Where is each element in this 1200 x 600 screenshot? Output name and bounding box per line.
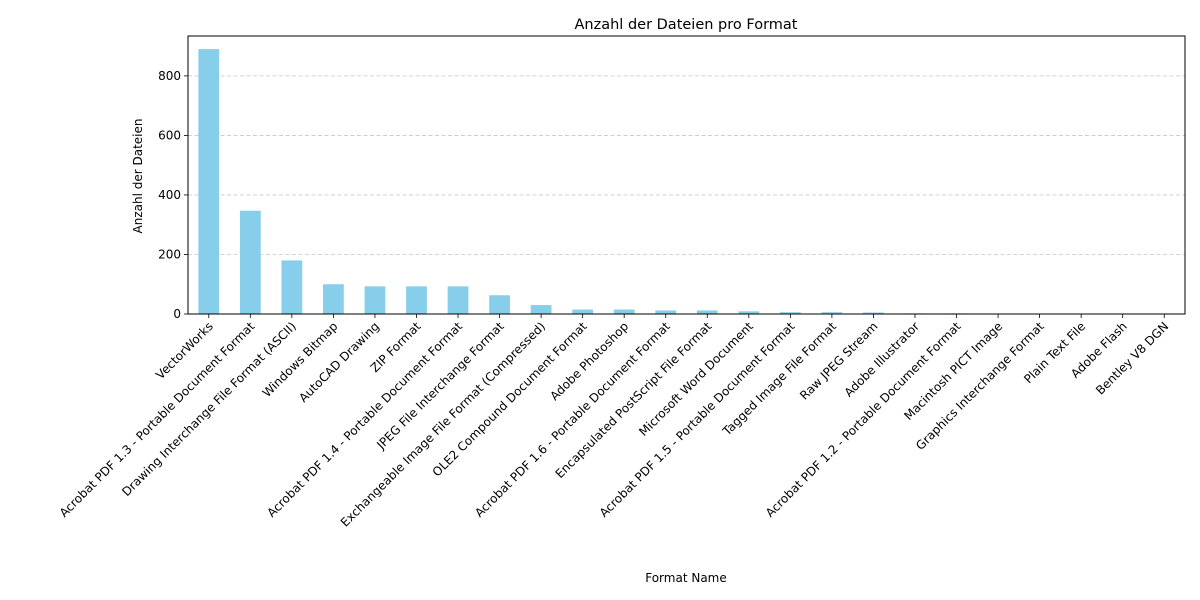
bar	[364, 286, 386, 314]
x-tick-label: Acrobat PDF 1.4 - Portable Document Form…	[264, 319, 465, 520]
y-tick-label: 0	[173, 307, 181, 321]
x-tick-label: Adobe Photoshop	[547, 319, 631, 403]
grid-lines	[188, 75, 1185, 315]
bar	[489, 295, 510, 314]
bar	[613, 309, 635, 314]
x-tick-label: Acrobat PDF 1.6 - Portable Document Form…	[472, 319, 673, 520]
bar	[323, 284, 344, 314]
x-axis-title: Format Name	[645, 571, 727, 585]
y-axis-ticks: 0 200 400 600 800	[158, 69, 188, 321]
bar	[281, 260, 303, 314]
x-tick-label: Drawing Interchange File Format (ASCII)	[119, 319, 299, 499]
x-tick-label: Encapsulated PostScript File Format	[553, 319, 715, 481]
bars	[198, 49, 1175, 314]
x-tick-label: Windows Bitmap	[260, 319, 341, 400]
x-tick-label: Bentley V8 DGN	[1093, 319, 1171, 397]
bar	[406, 286, 427, 314]
bar	[738, 311, 760, 314]
x-tick-label: Acrobat PDF 1.2 - Portable Document Form…	[763, 319, 964, 520]
bar	[655, 310, 677, 314]
x-tick-label: Acrobat PDF 1.3 - Portable Document Form…	[57, 319, 258, 520]
bar	[572, 309, 594, 314]
bar	[779, 312, 801, 314]
bar	[696, 310, 718, 314]
x-tick-label: Adobe Illustrator	[842, 319, 923, 400]
chart-title: Anzahl der Dateien pro Format	[575, 17, 798, 33]
y-axis-title: Anzahl der Dateien	[131, 119, 145, 234]
plot-frame	[187, 35, 1186, 315]
bar	[821, 312, 843, 314]
x-tick-label: OLE2 Compound Document Format	[430, 319, 590, 479]
bar	[530, 305, 552, 314]
x-tick-label: Acrobat PDF 1.5 - Portable Document Form…	[597, 319, 798, 520]
bar	[239, 210, 261, 314]
bar	[198, 49, 220, 314]
bar	[447, 286, 469, 314]
y-tick-label: 600	[158, 128, 181, 142]
y-tick-label: 800	[158, 69, 181, 83]
x-tick-label: Raw JPEG Stream	[797, 319, 880, 402]
x-tick-label: AutoCAD Drawing	[296, 319, 382, 405]
y-tick-label: 200	[158, 247, 181, 261]
bar	[863, 312, 884, 314]
y-tick-label: 400	[158, 188, 181, 202]
